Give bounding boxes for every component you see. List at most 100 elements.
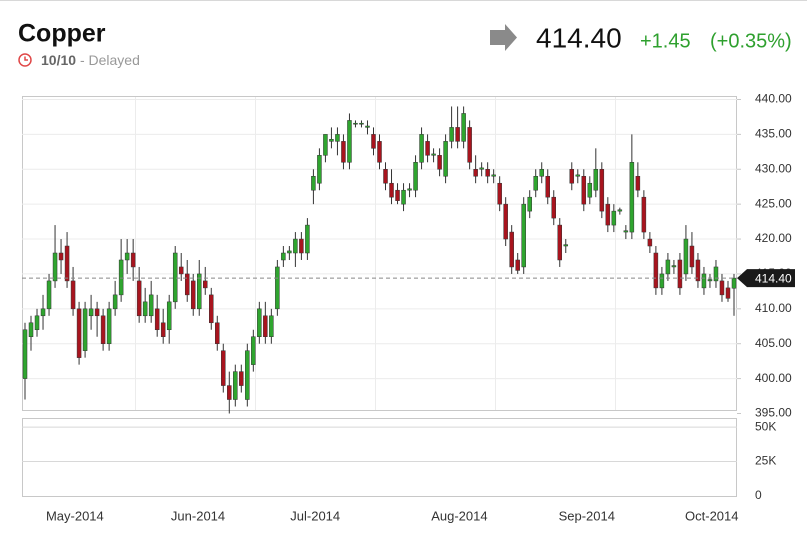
candle-body: [491, 174, 496, 177]
candle-body: [287, 250, 292, 254]
candle-body: [76, 308, 82, 358]
last-price-tag-label: 414.40: [755, 271, 792, 285]
candle-body: [485, 169, 490, 177]
candle-body: [413, 162, 418, 191]
x-tick-label: Sep-2014: [559, 508, 615, 523]
candle-body: [725, 287, 731, 299]
candle-body: [527, 196, 532, 212]
candle-body: [599, 169, 605, 212]
candle-body: [545, 175, 550, 198]
candle-body: [551, 196, 556, 219]
candle-body: [239, 371, 244, 386]
y-tick-label: 435.00: [755, 127, 792, 141]
candle-body: [629, 162, 635, 233]
candle-body: [251, 336, 256, 365]
candle-body: [641, 196, 647, 233]
candle-body: [203, 280, 208, 289]
candle-body: [467, 127, 472, 163]
candle-body: [184, 273, 190, 296]
candle-body: [617, 209, 623, 212]
candle-body: [659, 273, 665, 289]
candle-body: [671, 265, 677, 268]
candle-body: [118, 259, 124, 296]
candle-body: [299, 238, 304, 254]
candle-body: [509, 231, 514, 268]
quote-status: - Delayed: [80, 52, 140, 68]
clock-icon: [18, 53, 32, 67]
candle-body: [701, 273, 707, 289]
candle-body: [311, 175, 316, 191]
y-tick-label: 425.00: [755, 196, 792, 210]
candle-body: [46, 280, 52, 310]
last-price: 414.40: [536, 22, 622, 53]
candle-body: [539, 169, 544, 177]
candle-body: [731, 277, 737, 289]
quote-date: 10/10: [41, 52, 76, 68]
candle-body: [581, 175, 587, 205]
candle-body: [449, 127, 454, 142]
x-tick-label: May-2014: [46, 508, 104, 523]
candle-body: [569, 169, 575, 184]
candle-body: [455, 127, 460, 142]
volume-pane: [22, 418, 737, 497]
candle-body: [130, 252, 136, 268]
price-change: +1.45: [640, 30, 691, 52]
candle-body: [623, 230, 629, 233]
y-tick-label: 430.00: [755, 161, 792, 175]
last-price-tag: [737, 269, 795, 288]
candle-body: [647, 238, 653, 247]
candle-body: [431, 153, 436, 156]
candle-body: [136, 280, 142, 317]
candle-body: [88, 308, 94, 317]
candle-body: [341, 141, 346, 163]
x-tick-label: Oct-2014: [685, 508, 738, 523]
candle-body: [160, 322, 166, 337]
candle-body: [557, 224, 563, 261]
candle-body: [178, 266, 184, 275]
candle-body: [665, 259, 671, 275]
candle-body: [521, 203, 526, 268]
candle-body: [70, 280, 76, 310]
candle-body: [190, 280, 196, 310]
candle-body: [677, 259, 683, 289]
candle-body: [293, 238, 298, 254]
y2-tick-label: 0: [755, 488, 762, 502]
candle-body: [52, 252, 58, 282]
candle-body: [503, 203, 508, 240]
candle-body: [257, 308, 262, 337]
candle-body: [154, 308, 160, 331]
candle-body: [419, 134, 424, 163]
candle-body: [347, 120, 352, 163]
y2-tick-label: 25K: [755, 454, 776, 468]
candle-body: [497, 182, 502, 205]
y-tick-label: 395.00: [755, 406, 792, 420]
candle-body: [473, 169, 478, 177]
candle-body: [479, 167, 484, 170]
instrument-title: Copper: [18, 20, 106, 48]
candle-body: [425, 141, 430, 156]
candle-body: [437, 155, 442, 170]
candle-body: [263, 315, 268, 337]
candle-body: [371, 134, 376, 149]
candle-body: [22, 329, 28, 379]
plot-layer: 395.00400.00405.00410.00415.00420.00425.…: [22, 92, 795, 523]
x-tick-label: Jul-2014: [290, 508, 340, 523]
candle-body: [335, 134, 340, 142]
candle-body: [719, 280, 725, 296]
candle-body: [353, 122, 358, 125]
candle-body: [593, 169, 599, 191]
candle-body: [28, 322, 34, 337]
candle-body: [395, 189, 400, 201]
candle-body: [611, 210, 617, 226]
candle-body: [401, 189, 406, 205]
candle-body: [575, 174, 581, 177]
x-tick-label: Aug-2014: [431, 508, 487, 523]
candle-body: [695, 259, 701, 282]
candle-body: [82, 308, 88, 351]
candle-body: [142, 301, 148, 317]
candle-body: [209, 294, 214, 324]
candle-body: [215, 322, 220, 344]
candle-body: [323, 134, 328, 156]
candle-body: [461, 113, 466, 142]
